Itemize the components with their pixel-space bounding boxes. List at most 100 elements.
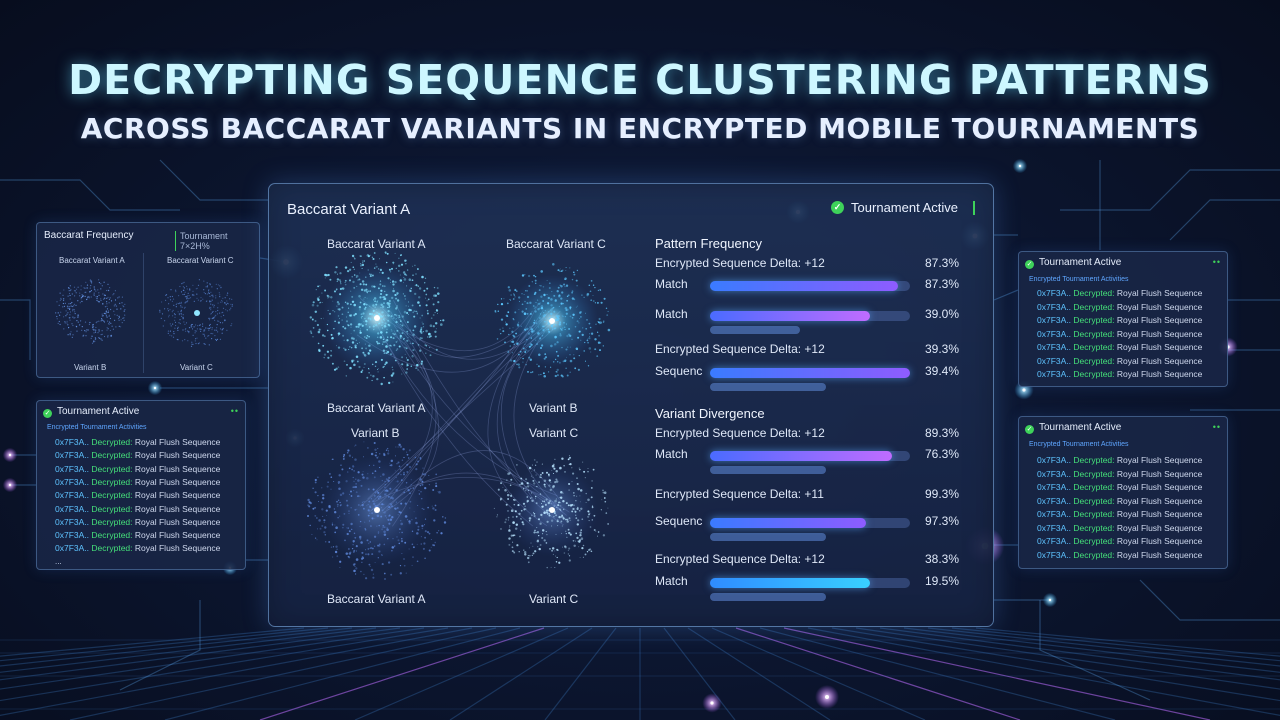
cluster-point xyxy=(362,507,365,510)
cluster-point xyxy=(557,525,559,527)
mini-cluster-point xyxy=(89,321,91,324)
mini-cluster-point xyxy=(63,289,65,291)
tournament-log-panel-right-bottom[interactable]: ✓ Tournament Active •• Encrypted Tourname… xyxy=(1018,416,1228,569)
cluster-point xyxy=(362,262,364,263)
main-dashboard-panel[interactable]: Baccarat Variant A ✓ Tournament Active B… xyxy=(268,183,994,627)
cluster-point xyxy=(550,312,553,316)
cluster-point xyxy=(401,459,404,461)
log-status: Decrypted: xyxy=(1073,301,1115,312)
mini-cluster-point xyxy=(94,331,97,333)
cluster-point xyxy=(343,457,345,459)
mini-cluster-point xyxy=(98,330,100,332)
cluster-point xyxy=(556,341,559,344)
cluster-point xyxy=(374,448,377,451)
cluster-point xyxy=(381,507,383,509)
cluster-point xyxy=(548,371,550,373)
cluster-point xyxy=(381,305,385,308)
cluster-point xyxy=(507,472,510,476)
baccarat-frequency-panel[interactable]: Baccarat Frequency Tournament 7×2H% Bacc… xyxy=(36,222,260,378)
cluster-point xyxy=(440,319,442,322)
cluster-point xyxy=(351,468,353,471)
cluster-point xyxy=(584,477,586,479)
log-hash: 0x7F3A.. xyxy=(1037,468,1072,479)
cluster-point xyxy=(539,317,541,319)
mini-cluster-point xyxy=(202,298,204,300)
mini-cluster-point xyxy=(231,305,233,307)
mini-cluster-point xyxy=(214,316,216,318)
cluster-point xyxy=(576,269,579,272)
cluster-point xyxy=(427,506,429,509)
mini-cluster-point xyxy=(196,337,198,339)
circuit-trace xyxy=(0,299,31,360)
cluster-point xyxy=(332,309,334,312)
cluster-point xyxy=(538,353,541,356)
mini-cluster-point xyxy=(88,297,90,299)
mini-cluster-point xyxy=(207,327,209,329)
cluster-point xyxy=(545,509,548,512)
cluster-point xyxy=(533,531,536,534)
cluster-point xyxy=(366,334,369,337)
cluster-point xyxy=(344,348,347,351)
cluster-point xyxy=(382,349,386,352)
mini-cluster-point xyxy=(226,329,228,331)
cluster-point xyxy=(557,361,559,363)
cluster-point xyxy=(511,340,515,343)
cluster-point xyxy=(400,473,402,476)
cluster-point xyxy=(392,289,395,293)
cluster-point xyxy=(435,485,438,488)
cluster-point xyxy=(403,564,406,567)
cluster-point xyxy=(547,323,550,326)
cluster-point xyxy=(312,336,314,338)
cluster-point xyxy=(571,278,574,281)
cluster-point xyxy=(385,492,387,494)
cluster-point xyxy=(374,365,377,368)
cluster-point xyxy=(424,536,426,539)
cluster-point xyxy=(514,289,516,291)
cluster-point xyxy=(376,456,379,459)
cluster-point xyxy=(351,360,354,363)
cluster-point xyxy=(538,289,541,292)
cluster-visualization[interactable]: Baccarat Variant A Baccarat Variant C Ba… xyxy=(289,228,629,613)
cluster-point xyxy=(330,546,333,548)
cluster-point xyxy=(544,485,546,488)
cluster-point xyxy=(556,371,558,373)
mini-cluster-point xyxy=(91,342,94,344)
cluster-point xyxy=(416,560,419,563)
cluster-point xyxy=(421,507,423,510)
cluster-point xyxy=(531,371,534,373)
cluster-point xyxy=(391,366,393,368)
cluster-point xyxy=(555,469,558,473)
cluster-point xyxy=(390,353,392,356)
cluster-point xyxy=(392,369,394,371)
cluster-point xyxy=(569,354,571,356)
cluster-point xyxy=(531,554,533,557)
cluster-point xyxy=(359,309,361,311)
cluster-point xyxy=(363,321,365,322)
cluster-point xyxy=(513,499,515,501)
mini-cluster-point xyxy=(178,322,180,324)
mini-cluster-point xyxy=(90,337,92,339)
cluster-point xyxy=(549,488,553,492)
cluster-point xyxy=(510,478,513,481)
mini-cluster-point xyxy=(81,326,83,328)
cluster-point xyxy=(415,310,417,313)
mini-cluster-point xyxy=(70,331,72,333)
mini-cluster-point xyxy=(203,330,205,332)
cluster-point xyxy=(504,341,506,344)
cluster-point xyxy=(424,530,427,533)
cluster-point xyxy=(421,275,424,279)
mini-cluster-point xyxy=(189,288,191,290)
mini-cluster-point xyxy=(121,296,123,298)
tournament-log-panel-right-top[interactable]: ✓ Tournament Active •• Encrypted Tourname… xyxy=(1018,251,1228,387)
cluster-point xyxy=(571,290,574,293)
mini-cluster-point xyxy=(200,297,202,299)
cluster-point xyxy=(333,311,336,313)
log-hash: 0x7F3A.. xyxy=(55,490,90,501)
cluster-label: Baccarat Variant A xyxy=(327,401,426,415)
cluster-point xyxy=(348,510,350,512)
cluster-point xyxy=(533,513,536,515)
cluster-point xyxy=(510,493,512,495)
cluster-point xyxy=(341,306,343,308)
cluster-point xyxy=(428,532,431,535)
tournament-log-panel-left[interactable]: ✓ Tournament Active •• Encrypted Tourname… xyxy=(36,400,246,570)
